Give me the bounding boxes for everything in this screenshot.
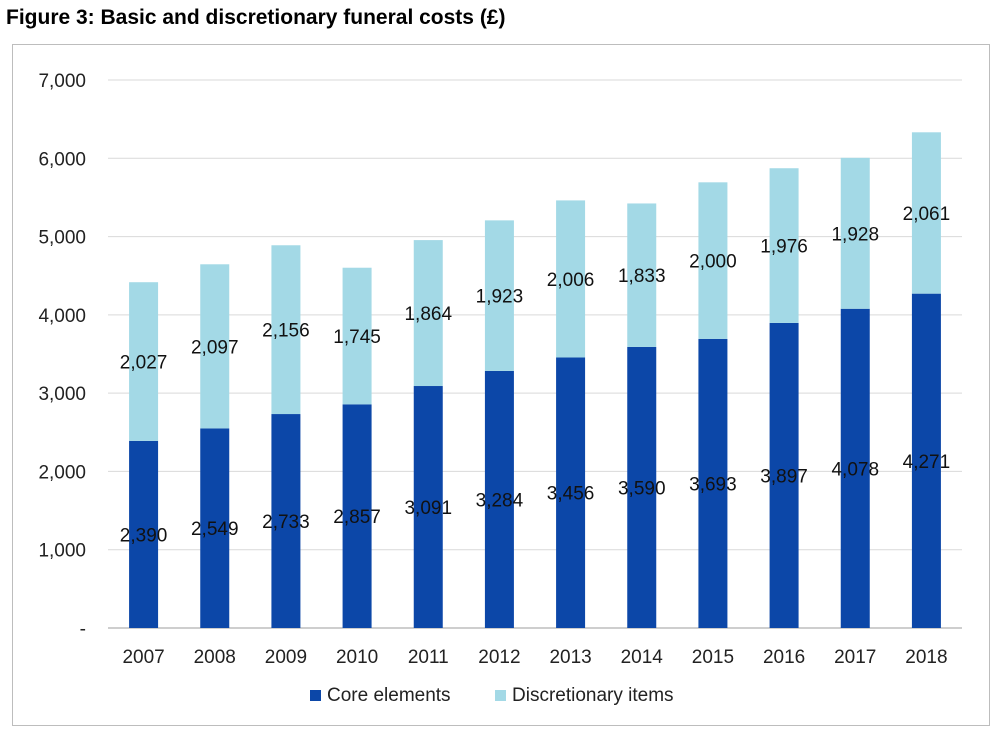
x-tick-label: 2015 <box>692 647 734 668</box>
y-tick-label: 7,000 <box>38 71 86 92</box>
bar-discretionary-items <box>698 182 728 339</box>
bar-discretionary-items <box>556 200 586 358</box>
x-tick-label: 2014 <box>621 647 664 668</box>
y-tick-label: 4,000 <box>38 306 86 327</box>
data-label: 1,745 <box>333 327 381 348</box>
x-tick-label: 2008 <box>194 647 236 668</box>
bar-core-elements <box>840 308 870 628</box>
data-label: 2,733 <box>262 512 310 533</box>
chart-frame <box>12 44 990 726</box>
x-tick-label: 2016 <box>763 647 805 668</box>
data-label: 3,456 <box>547 484 595 505</box>
data-label: 1,864 <box>404 304 452 325</box>
bar-core-elements <box>129 440 159 628</box>
data-labels: 2,390 2,027 2,549 2,097 2,733 2,156 2,857 1,745… <box>120 204 950 546</box>
data-label: 2,000 <box>689 252 737 273</box>
figure-title: Figure 3: Basic and discretionary funera… <box>6 6 506 29</box>
bar-discretionary-items <box>129 282 159 441</box>
data-label: 2,390 <box>120 525 168 546</box>
x-tick-label: 2010 <box>336 647 378 668</box>
bar-core-elements <box>342 404 372 628</box>
bar-core-elements <box>271 414 301 628</box>
y-tick-label: 2,000 <box>38 462 86 483</box>
legend-label: Discretionary items <box>512 685 674 706</box>
gridlines <box>108 79 962 629</box>
data-label: 3,284 <box>476 490 524 511</box>
bar-discretionary-items <box>769 168 799 323</box>
legend-label: Core elements <box>327 685 451 706</box>
bar-core-elements <box>698 338 728 628</box>
data-label: 3,897 <box>760 466 808 487</box>
data-label: 2,027 <box>120 353 168 374</box>
data-label: 2,097 <box>191 337 239 358</box>
data-label: 2,857 <box>333 507 381 528</box>
data-label: 1,928 <box>831 224 879 245</box>
legend: Core elements Discretionary items <box>310 685 674 706</box>
bar-discretionary-items <box>413 240 443 387</box>
data-label: 2,549 <box>191 519 239 540</box>
x-tick-label: 2012 <box>478 647 520 668</box>
x-tick-label: 2011 <box>408 647 449 668</box>
x-tick-label: 2018 <box>905 647 947 668</box>
bar-discretionary-items <box>627 203 657 347</box>
data-label: 4,271 <box>903 452 951 473</box>
bar-discretionary-items <box>271 245 301 415</box>
data-label: 2,006 <box>547 270 595 291</box>
bar-discretionary-items <box>911 132 941 294</box>
x-tick-label: 2017 <box>834 647 876 668</box>
bar-discretionary-items <box>840 157 870 309</box>
bar-discretionary-items <box>484 220 514 371</box>
bars <box>129 132 941 628</box>
legend-swatch-core <box>310 690 321 701</box>
y-tick-label: 3,000 <box>38 384 86 405</box>
bar-core-elements <box>200 428 230 628</box>
data-label: 3,590 <box>618 478 666 499</box>
data-label: 3,693 <box>689 474 737 495</box>
bar-core-elements <box>627 346 657 628</box>
x-tick-label: 2007 <box>122 647 164 668</box>
data-label: 4,078 <box>831 459 879 480</box>
bar-core-elements <box>556 357 586 628</box>
y-tick-label: - <box>80 619 86 640</box>
x-tick-label: 2013 <box>549 647 591 668</box>
legend-swatch-discretionary <box>495 690 506 701</box>
bar-discretionary-items <box>342 267 372 405</box>
data-label: 1,976 <box>760 237 808 258</box>
data-label: 2,061 <box>903 204 951 225</box>
y-tick-label: 6,000 <box>38 149 86 170</box>
data-label: 1,923 <box>476 287 524 308</box>
bar-core-elements <box>911 293 941 628</box>
data-label: 1,833 <box>618 266 666 287</box>
data-label: 2,156 <box>262 321 310 342</box>
data-label: 3,091 <box>404 498 452 519</box>
x-tick-label: 2009 <box>265 647 307 668</box>
y-axis-ticks: - 1,000 2,000 3,000 4,000 5,000 6,000 7,000 <box>38 71 86 640</box>
y-tick-label: 1,000 <box>38 541 86 562</box>
bar-discretionary-items <box>200 264 230 429</box>
x-axis-ticks: 2007 2008 2009 2010 2011 2012 2013 2014 2015 2016… <box>122 647 947 668</box>
bar-core-elements <box>413 386 443 628</box>
bar-core-elements <box>484 370 514 628</box>
y-tick-label: 5,000 <box>38 228 86 249</box>
bar-core-elements <box>769 322 799 628</box>
